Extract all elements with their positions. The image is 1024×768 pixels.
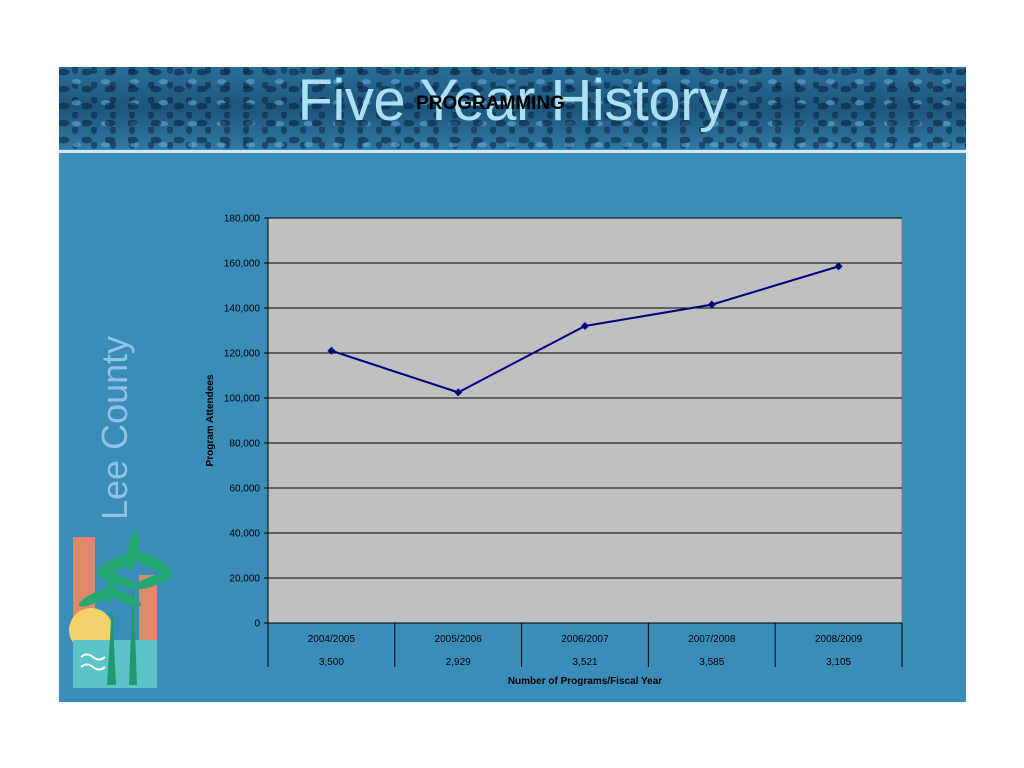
x-tick-label: 2006/2007	[561, 634, 609, 645]
header-divider	[59, 150, 966, 153]
y-tick-label: 80,000	[229, 439, 260, 450]
x-secondary-label: 3,500	[319, 657, 344, 668]
y-tick-label: 140,000	[224, 304, 261, 315]
logo-palm-trunk-small	[107, 605, 116, 685]
x-tick-label: 2004/2005	[308, 634, 356, 645]
logo-palm-trunk	[129, 575, 137, 685]
x-secondary-label: 3,521	[572, 657, 597, 668]
logo-wave-icon	[80, 653, 106, 671]
x-axis-label: Number of Programs/Fiscal Year	[508, 676, 662, 687]
x-axis-table: 2004/2005 3,500 2005/2006 2,929 2006/2007 3,5…	[267, 622, 903, 668]
data-point	[707, 300, 716, 309]
header-banner	[59, 67, 966, 149]
y-axis-label: Program Attendees	[205, 374, 216, 466]
chart-title: PROGRAMMING	[416, 93, 565, 114]
y-tick-label: 100,000	[224, 394, 261, 405]
x-tick-label: 2008/2009	[815, 634, 863, 645]
y-tick-label: 180,000	[224, 214, 261, 225]
plot-area	[267, 217, 903, 624]
data-point	[834, 262, 843, 271]
data-point	[327, 346, 336, 355]
y-axis-ticks: 0 20,000 40,000 60,000 80,000 100,000 120,000 1…	[224, 214, 269, 630]
x-secondary-label: 2,929	[446, 657, 471, 668]
data-point	[454, 388, 463, 397]
svg-text:Lee County: Lee County	[94, 336, 135, 520]
x-tick-label: 2007/2008	[688, 634, 736, 645]
x-tick-label: 2005/2006	[435, 634, 483, 645]
logo-palm-fronds-icon	[78, 530, 172, 607]
y-tick-label: 20,000	[229, 574, 260, 585]
slide-title: Five Year History	[297, 68, 728, 133]
data-markers	[327, 262, 843, 397]
y-tick-label: 0	[254, 619, 260, 630]
y-tick-label: 40,000	[229, 529, 260, 540]
y-tick-label: 160,000	[224, 259, 261, 270]
y-tick-label: 60,000	[229, 484, 260, 495]
x-secondary-label: 3,105	[826, 657, 851, 668]
logo-wordmark: Lee County	[94, 336, 135, 520]
y-tick-label: 120,000	[224, 349, 261, 360]
data-point	[581, 322, 589, 330]
lee-county-logo: Lee County	[69, 336, 172, 688]
x-secondary-label: 3,585	[699, 657, 724, 668]
